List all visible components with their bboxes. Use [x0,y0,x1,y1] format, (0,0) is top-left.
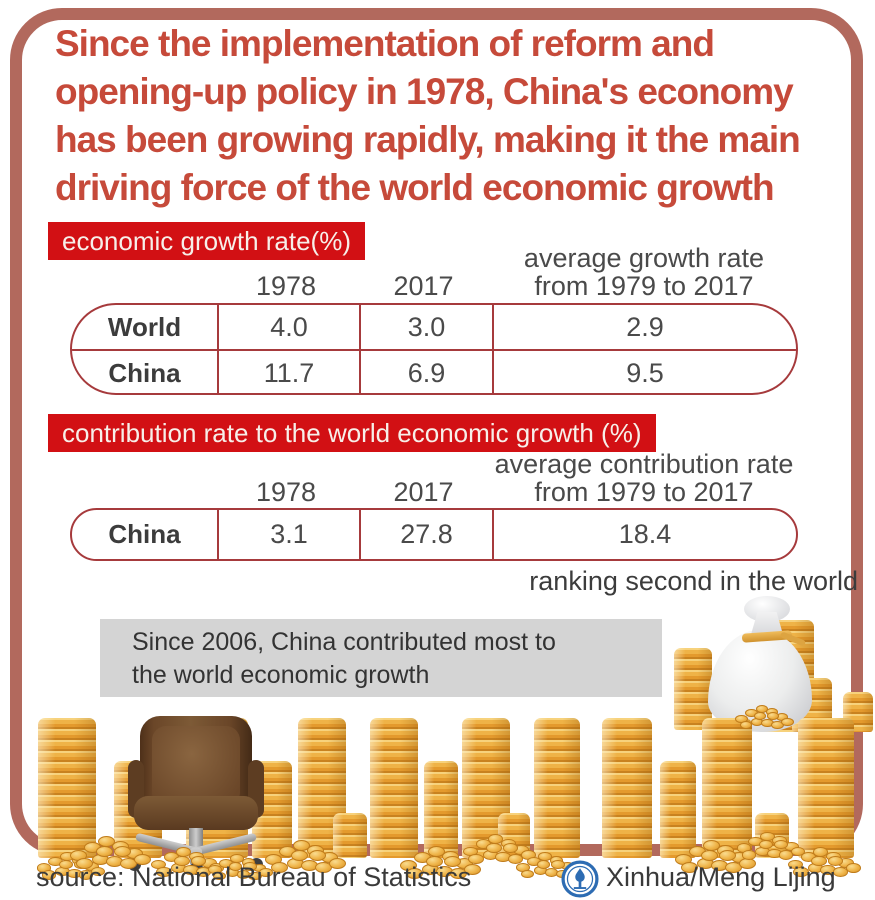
cell-value: 4.0 [217,305,359,349]
contribution-rate-table: China 3.1 27.8 18.4 [70,508,798,561]
row-label: China [108,519,181,549]
row-label: China [108,357,181,388]
callout-line: Since 2006, China contributed most to [132,628,556,656]
coin [781,717,794,726]
header-2017: 2017 [393,477,454,507]
coin [134,854,151,865]
coin [329,858,346,869]
coin [406,868,423,879]
coin [719,850,736,861]
coin-stack [602,718,652,858]
headline-line: has been growing rapidly, making it the … [55,119,801,160]
cell-value: 9.5 [492,351,796,393]
cell-value: 2.9 [492,305,796,349]
header-average: average growth rate from 1979 to 2017 [490,244,798,303]
coin-stack [38,718,96,858]
coin [464,864,481,875]
header-2017: 2017 [393,271,454,301]
coin [827,856,843,866]
coin [76,858,93,869]
cell-value: 6.9 [359,351,492,393]
coin [156,866,172,877]
coin [114,846,131,857]
table-row: China 3.1 27.8 18.4 [72,510,796,559]
coin [259,868,273,878]
header-1978: 1978 [255,271,317,301]
coin [536,860,551,869]
coin [739,720,752,729]
coin [754,712,767,720]
coin-stack [674,648,712,730]
coin [96,846,113,857]
header-average: average contribution rate from 1979 to 2… [490,450,798,509]
coin [767,712,780,720]
coin [551,860,565,869]
table-row: World 4.0 3.0 2.9 [72,305,796,349]
coin [758,840,774,850]
headline: Since the implementation of reform and o… [55,20,855,212]
coin [845,863,861,874]
coin [773,840,789,850]
coin [502,843,518,853]
coin [190,856,206,866]
cell-value: 3.1 [217,510,359,559]
coin [309,850,326,861]
coin [291,850,308,861]
callout-line: the world economic growth [132,661,430,689]
cell-value: 18.4 [492,510,796,559]
header-average-line: average contribution rate [494,449,794,479]
coin [701,850,718,861]
coin [811,856,827,866]
coin-stack [424,761,458,858]
coin [681,862,698,873]
coin-stack [370,718,418,858]
callout-box: Since 2006, China contributed most to th… [100,619,662,697]
cell-value: 27.8 [359,510,492,559]
section2-label: contribution rate to the world economic … [48,414,656,452]
coin [90,866,106,877]
section1-label: economic growth rate(%) [48,222,365,260]
cell-value: 3.0 [359,305,492,349]
headline-line: Since the implementation of reform and [55,23,715,64]
coin [228,862,243,871]
coin [174,856,190,866]
coin-stack [702,718,752,858]
xinhua-logo-icon [561,860,599,898]
header-average-line: from 1979 to 2017 [534,477,754,507]
headline-line: driving force of the world economic grow… [55,167,775,208]
coin [741,850,757,860]
coin [271,862,288,873]
headline-line: opening-up policy in 1978, China's econo… [55,71,794,112]
table-row: China 11.7 6.9 9.5 [72,349,796,393]
coin-stack [798,718,854,858]
section1-column-headers: 1978 2017 average growth rate from 1979 … [70,244,798,302]
row-label: World [107,311,182,342]
coin-stack [333,813,367,858]
coin [486,843,502,853]
coin [426,856,443,867]
coin-stack [660,761,696,858]
header-average-line: from 1979 to 2017 [534,271,754,301]
chair-back-cushion [152,726,240,806]
agency-credit: Xinhua/Meng Lijing [606,862,836,892]
ranking-note: ranking second in the world [529,566,858,596]
coin [468,853,484,864]
chair-seat [134,796,258,830]
coin [520,869,535,879]
section2-column-headers: 1978 2017 average contribution rate from… [70,450,798,507]
header-average-line: average growth rate [523,243,765,273]
coin [444,856,461,867]
coin [790,846,806,857]
source-credit: source: National Bureau of Statistics [36,862,472,892]
cell-value: 11.7 [217,351,359,393]
coin-stack [534,718,580,858]
coin [212,871,227,881]
growth-rate-table: World 4.0 3.0 2.9 China 11.7 6.9 9.5 [70,303,798,395]
coin [793,866,809,877]
coin [58,860,74,870]
coin [243,862,257,871]
coin [41,870,57,880]
header-1978: 1978 [255,477,317,507]
